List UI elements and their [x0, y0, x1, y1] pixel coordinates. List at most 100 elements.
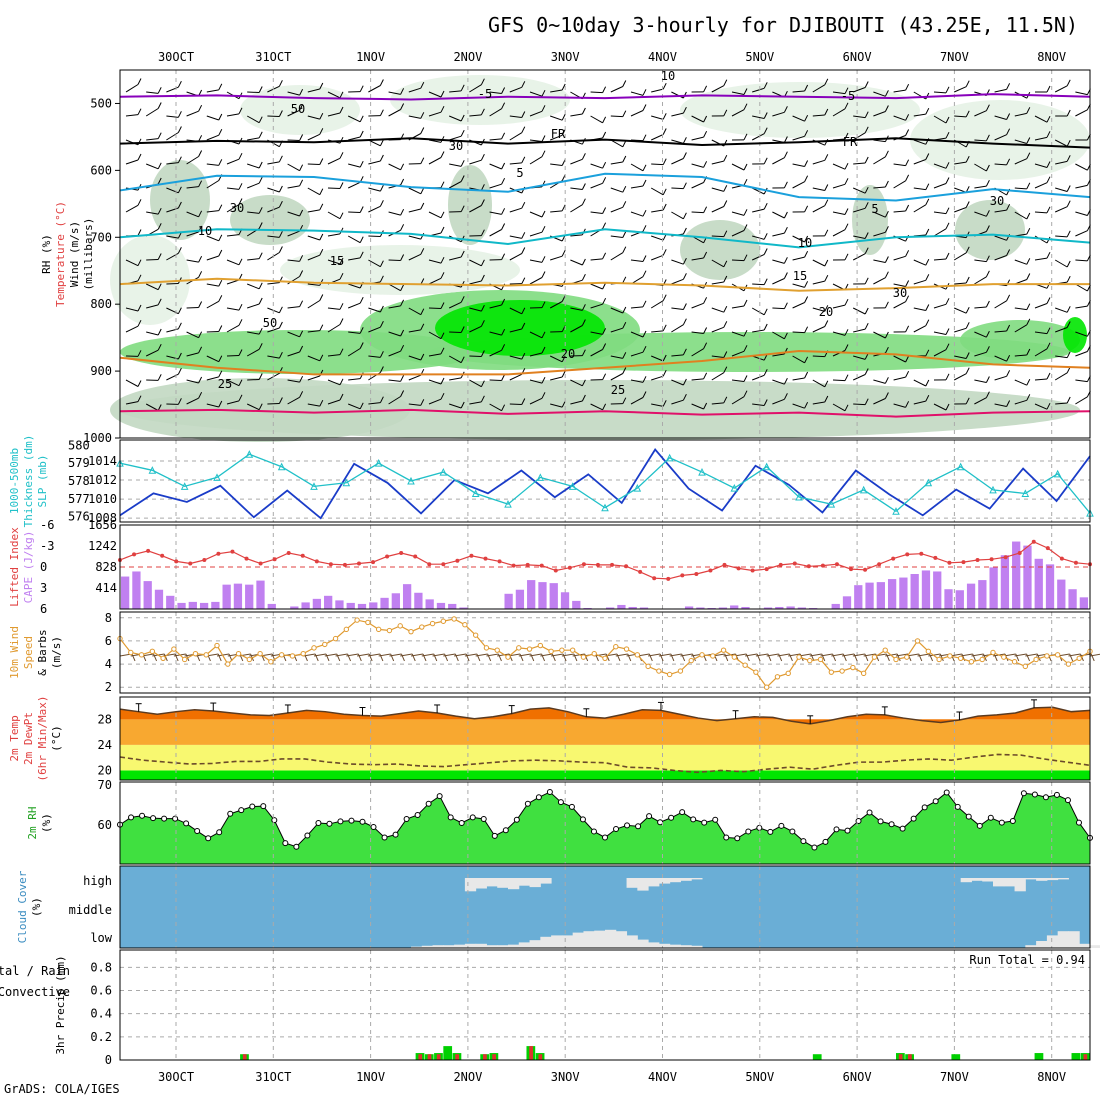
thickness-point — [439, 467, 448, 476]
wind-barb-flag — [864, 126, 869, 134]
wind-barb-flag — [844, 344, 849, 351]
wind-barb-flag — [783, 377, 788, 385]
wind-barb-flag — [177, 201, 182, 209]
wind-barb-flag — [1046, 161, 1051, 168]
cape-bar — [639, 607, 649, 609]
wind-barb-flag — [218, 249, 223, 257]
wind-barb-flag — [703, 161, 708, 168]
rh2m-point — [260, 803, 267, 810]
wind-barb-flag — [299, 134, 304, 141]
low-cloud-cell — [1068, 931, 1080, 948]
wind-barb-flag — [783, 302, 788, 309]
wind-barb — [307, 283, 320, 286]
wind-barb — [651, 115, 664, 120]
cape-bar — [1012, 541, 1021, 609]
wind-barb-flag — [925, 183, 930, 190]
wind-barb — [347, 181, 361, 189]
cape-tick-label: 828 — [95, 560, 117, 574]
rh2m-point — [216, 829, 223, 836]
wind-barb-flag — [501, 374, 506, 381]
wind-barb-flag — [743, 390, 748, 397]
wind-barb — [711, 372, 725, 381]
low-cloud-cell — [561, 935, 574, 948]
wind-barb-flag — [945, 116, 950, 124]
rh2m-point — [469, 814, 476, 821]
wind-barb — [226, 324, 240, 333]
surface-barb-flag — [627, 653, 632, 662]
wind-barb-flag — [460, 296, 465, 303]
wind-barb-flag — [541, 301, 546, 308]
wind-barb-flag — [137, 380, 142, 387]
wind-barb-flag — [521, 352, 526, 360]
surface-barb-flag — [336, 653, 341, 662]
pressure-tick-label: 600 — [90, 163, 112, 177]
wind-speed-point — [979, 656, 985, 663]
precip-tick-label: 0.8 — [90, 960, 112, 974]
wind-barb — [226, 204, 240, 213]
wind-barb — [226, 234, 240, 237]
wind-barb-flag — [400, 254, 405, 261]
wind-barb — [529, 277, 543, 285]
high-cloud-cell — [680, 878, 692, 881]
cape-tick-label: 414 — [95, 581, 117, 595]
rh-region — [230, 195, 310, 245]
wind-barb — [772, 211, 785, 219]
wind-speed-point — [914, 638, 921, 644]
wind-barb-flag — [157, 87, 162, 94]
wind-barb-flag — [460, 129, 465, 137]
wind-barb-flag — [198, 210, 203, 218]
wind-barb — [792, 235, 805, 243]
rh2m-panel-frame — [119, 781, 1091, 865]
wind-barb-flag — [440, 347, 445, 355]
wind-speed-point — [666, 671, 673, 678]
wind-barb — [873, 331, 886, 339]
wind-barb — [772, 353, 785, 357]
cloud-row-label: high — [83, 874, 112, 888]
top-date-label: 7NOV — [940, 50, 969, 64]
wind-barb — [489, 108, 502, 117]
surface-barb-flag — [163, 653, 168, 662]
rh2m-point — [304, 832, 311, 839]
wind-barb-flag — [278, 185, 283, 193]
wind-barb — [186, 231, 199, 237]
surface-barb — [1025, 653, 1038, 657]
wind-barb-flag — [258, 403, 263, 410]
li-tick-label: -3 — [40, 539, 54, 553]
cape-bar — [718, 607, 728, 609]
contour-label: FR — [843, 135, 858, 149]
wind-barb-flag — [137, 350, 142, 357]
wind-barb — [832, 379, 846, 382]
wind-barb-flag — [985, 300, 990, 308]
cape-bar — [436, 602, 446, 609]
rh2m-point — [800, 838, 807, 845]
wind-barb-flag — [804, 371, 809, 379]
high-cloud-cell — [540, 878, 552, 884]
wind-barb-flag — [258, 86, 263, 93]
wind-barb — [1034, 378, 1048, 381]
low-cloud-cell — [583, 931, 595, 948]
surface-barb-flag — [885, 653, 890, 662]
surface-barb-flag — [422, 653, 427, 662]
wind-barb — [711, 355, 724, 358]
surface-barb — [777, 653, 790, 657]
cape-bar — [989, 567, 998, 609]
rh2m-point — [954, 803, 961, 810]
wind-barb — [469, 355, 482, 357]
wind-barb — [994, 300, 1007, 309]
wind-speed-point — [936, 656, 942, 663]
wind-barb-flag — [662, 158, 667, 165]
wind-barb-flag — [420, 127, 425, 134]
wind-barb-flag — [763, 323, 768, 331]
wind-barb — [671, 91, 684, 99]
precip-convective-bar — [436, 1054, 441, 1060]
wind-barb — [792, 331, 805, 334]
wind-barb-flag — [521, 156, 526, 164]
wind-barb-flag — [1046, 372, 1051, 380]
lifted-index-point — [933, 555, 938, 560]
wind-barb — [550, 115, 563, 121]
wind-barb — [469, 401, 482, 405]
wind-barb — [267, 355, 280, 359]
wind-speed-point — [720, 647, 727, 653]
rh2m-point — [899, 825, 906, 832]
wind-barb — [428, 331, 442, 340]
